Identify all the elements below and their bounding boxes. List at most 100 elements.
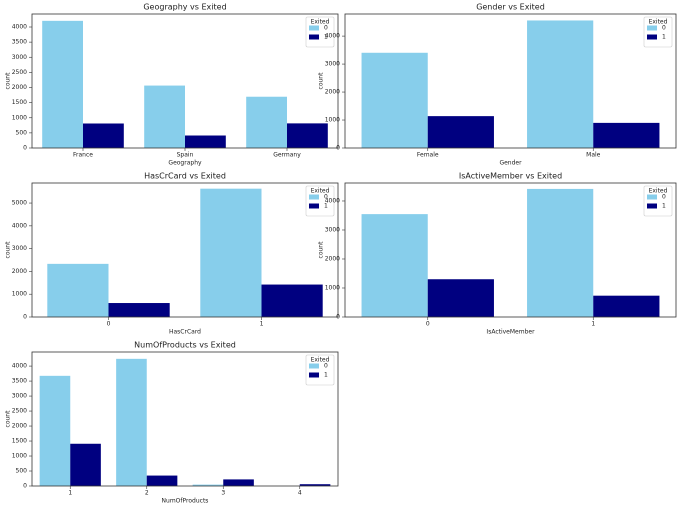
y-tick-label: 0	[336, 145, 340, 152]
y-tick-label: 4000	[325, 33, 340, 40]
y-tick-label: 2000	[12, 423, 27, 430]
x-axis-label: HasCrCard	[169, 329, 201, 336]
x-tick-label: 0	[426, 321, 430, 328]
x-tick-label: 2	[145, 490, 149, 497]
bar	[200, 188, 262, 317]
y-tick-label: 4000	[12, 222, 27, 229]
axes-frame	[31, 182, 339, 318]
y-tick-label: 1000	[12, 453, 27, 460]
bar	[223, 479, 254, 486]
legend-swatch	[309, 194, 319, 200]
y-tick-label: 500	[16, 468, 28, 475]
bar	[83, 123, 124, 148]
bar	[427, 279, 494, 317]
x-tick-label: 1	[260, 321, 264, 328]
x-tick-label: 1	[591, 321, 595, 328]
y-tick-label: 3000	[12, 245, 27, 252]
bar	[593, 295, 660, 317]
legend-swatch	[309, 363, 319, 369]
legend-swatch	[647, 34, 657, 40]
axes-frame	[31, 351, 339, 487]
bar	[42, 20, 83, 148]
y-tick-label: 3000	[325, 226, 340, 233]
y-tick-label: 1000	[325, 117, 340, 124]
y-axis-label: count	[5, 241, 12, 259]
legend-label: 1	[662, 203, 666, 210]
bar	[146, 475, 178, 486]
legend-title: Exited	[649, 19, 668, 26]
bar	[70, 443, 101, 486]
y-tick-label: 1000	[325, 284, 340, 291]
y-tick-label: 0	[336, 314, 340, 321]
legend-swatch	[647, 203, 657, 209]
legend-swatch	[309, 25, 319, 31]
bar	[47, 263, 109, 317]
y-tick-label: 1500	[12, 438, 27, 445]
axes-frame	[31, 13, 339, 149]
legend-swatch	[647, 194, 657, 200]
legend-swatch	[309, 34, 319, 40]
y-tick-label: 2000	[12, 268, 27, 275]
x-tick-label: Male	[586, 152, 601, 159]
x-tick-label: Germany	[273, 152, 301, 159]
y-tick-label: 3000	[325, 61, 340, 68]
legend-label: 0	[324, 25, 328, 32]
y-tick-label: 500	[16, 129, 28, 136]
y-tick-label: 1500	[12, 99, 27, 106]
chart-title: NumOfProducts vs Exited	[134, 341, 236, 350]
legend-label: 0	[662, 25, 666, 32]
y-tick-label: 2500	[12, 408, 27, 415]
bar	[593, 122, 660, 148]
chart-title: IsActiveMember vs Exited	[459, 172, 562, 181]
y-tick-label: 4000	[325, 197, 340, 204]
y-tick-label: 2500	[12, 69, 27, 76]
legend-swatch	[309, 372, 319, 378]
y-axis-label: count	[5, 410, 12, 428]
legend-label: 0	[662, 194, 666, 201]
axes-frame	[344, 182, 677, 318]
legend-swatch	[647, 25, 657, 31]
y-tick-label: 0	[23, 145, 27, 152]
legend-label: 0	[324, 194, 328, 201]
x-tick-label: 1	[68, 490, 72, 497]
y-tick-label: 4000	[12, 24, 27, 31]
bar	[261, 284, 323, 317]
x-axis-label: NumOfProducts	[162, 498, 209, 505]
x-axis-label: IsActiveMember	[486, 329, 535, 336]
bar	[287, 123, 328, 148]
legend-title: Exited	[311, 19, 330, 26]
bar	[185, 135, 226, 148]
bar	[116, 358, 147, 486]
y-tick-label: 0	[23, 314, 27, 321]
x-tick-label: Spain	[177, 152, 194, 159]
chart-title: Geography vs Exited	[143, 3, 226, 12]
bar	[361, 52, 428, 148]
x-tick-label: 0	[107, 321, 111, 328]
y-tick-label: 5000	[12, 200, 27, 207]
legend-label: 1	[324, 372, 328, 379]
x-tick-label: 3	[221, 490, 225, 497]
y-tick-label: 3000	[12, 54, 27, 61]
y-axis-label: count	[318, 241, 325, 259]
y-tick-label: 1000	[12, 291, 27, 298]
y-tick-label: 4000	[12, 363, 27, 370]
bar	[527, 188, 594, 317]
axes-frame	[344, 13, 677, 149]
bar	[246, 96, 287, 148]
y-tick-label: 2000	[325, 89, 340, 96]
bar	[144, 85, 185, 148]
y-tick-label: 1000	[12, 114, 27, 121]
legend-swatch	[309, 203, 319, 209]
y-axis-label: count	[318, 72, 325, 90]
legend-title: Exited	[311, 357, 330, 364]
y-tick-label: 2000	[325, 255, 340, 262]
bar	[427, 116, 494, 148]
legend-title: Exited	[649, 188, 668, 195]
y-tick-label: 3000	[12, 393, 27, 400]
chart-title: Gender vs Exited	[476, 3, 545, 12]
x-tick-label: 4	[298, 490, 302, 497]
bar	[527, 20, 594, 149]
x-axis-label: Gender	[499, 160, 522, 167]
y-tick-label: 2000	[12, 84, 27, 91]
x-axis-label: Geography	[168, 160, 202, 167]
